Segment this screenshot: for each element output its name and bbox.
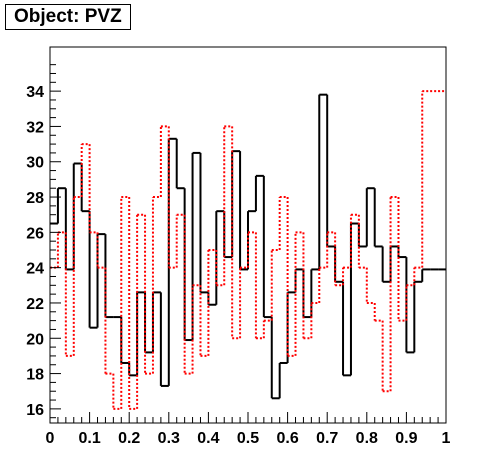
x-tick-label: 0.4 [197, 430, 219, 447]
y-tick-label: 34 [26, 84, 44, 101]
x-tick-label: 0.7 [316, 430, 338, 447]
x-tick-label: 0 [46, 430, 55, 447]
y-tick-label: 18 [26, 367, 44, 384]
x-tick-label: 0.2 [118, 430, 140, 447]
y-tick-label: 30 [26, 155, 44, 172]
y-tick-label: 24 [26, 261, 44, 278]
x-tick-label: 0.1 [78, 430, 100, 447]
x-tick-label: 1 [442, 430, 451, 447]
x-tick-label: 0.5 [237, 430, 259, 447]
y-tick-label: 26 [26, 225, 44, 242]
series-1 [50, 90, 446, 410]
y-tick-label: 20 [26, 331, 44, 348]
y-tick-label: 16 [26, 402, 44, 419]
series-layer [50, 90, 446, 410]
x-tick-label: 0.6 [276, 430, 298, 447]
x-tick-label: 0.3 [158, 430, 180, 447]
x-tick-label: 0.8 [356, 430, 378, 447]
chart-title: Object: PVZ [5, 4, 131, 30]
y-tick-label: 28 [26, 190, 44, 207]
y-tick-label: 32 [26, 119, 44, 136]
axis-layer: 0 0.1 0.2 0.3 0.4 0.5 0.6 0.7 0.8 0.9 1 16 18 20 22 24 2… [26, 46, 451, 447]
x-tick-label: 0.9 [395, 430, 417, 447]
y-tick-label: 22 [26, 296, 44, 313]
